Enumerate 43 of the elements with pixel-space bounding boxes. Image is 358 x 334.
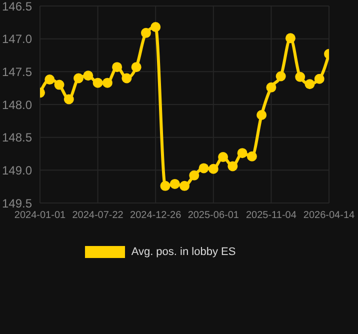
point — [131, 62, 142, 72]
x-tick-label: 2024-12-26 — [130, 210, 182, 222]
point — [44, 74, 55, 85]
point — [256, 110, 267, 120]
y-tick-label: 149.5 — [2, 196, 32, 210]
x-tick-label: 2025-06-01 — [188, 210, 240, 222]
y-tick-label: 147.0 — [2, 32, 32, 46]
x-tick-label: 2026-04-14 — [303, 210, 356, 222]
point — [246, 151, 257, 162]
point — [83, 70, 94, 81]
point — [64, 94, 74, 104]
point — [74, 73, 84, 84]
point — [295, 72, 306, 82]
y-tick-label: 149.0 — [2, 163, 32, 178]
point — [237, 148, 248, 158]
y-tick-label: 147.5 — [2, 64, 32, 79]
x-tick-label: 2024-07-22 — [72, 210, 124, 222]
y-tick-label: 148.5 — [2, 130, 32, 145]
point — [314, 74, 324, 84]
point — [112, 62, 122, 72]
point — [189, 170, 200, 180]
point — [276, 71, 286, 82]
point — [208, 164, 218, 174]
point — [170, 178, 180, 189]
point — [285, 33, 296, 44]
point — [150, 22, 161, 32]
x-tick-label: 2024-01-01 — [14, 210, 66, 222]
point — [228, 161, 238, 172]
point — [102, 78, 112, 88]
point — [122, 73, 132, 84]
y-tick-label: 146.5 — [2, 0, 32, 14]
point — [160, 180, 170, 191]
y-tick-label: 148.0 — [2, 98, 32, 112]
x-tick-label: 2025-11-04 — [246, 210, 297, 222]
legend-label: Avg. pos. in lobby ES — [131, 246, 236, 258]
point — [92, 78, 103, 88]
point — [266, 82, 276, 92]
point — [140, 28, 151, 38]
point — [304, 79, 315, 90]
point — [180, 180, 190, 191]
point — [218, 152, 228, 162]
point — [54, 80, 64, 90]
point — [198, 163, 209, 174]
